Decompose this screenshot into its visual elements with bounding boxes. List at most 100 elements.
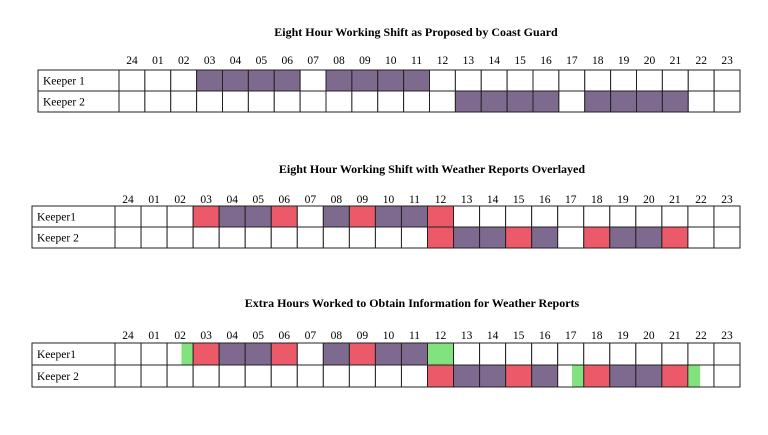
hour-label: 14 [487,330,499,342]
hour-label: 19 [617,330,629,342]
hour-label: 21 [670,55,682,67]
hour-label: 21 [669,194,681,206]
hour-cell-shift [218,205,246,228]
hour-cell-shift [453,364,481,388]
hour-cell-report [270,342,298,366]
hour-cell [429,90,456,113]
hour-cell-report [505,226,533,249]
hour-label: 12 [435,330,447,342]
hour-cell [403,90,430,113]
hour-cell [244,364,272,388]
hour-cell-report [348,205,376,228]
hour-label: 24 [122,194,134,206]
hour-cell-shift [453,226,481,249]
extra-hour-fill [428,343,454,365]
hour-cell-shift [325,69,353,92]
hour-cell [374,364,402,388]
hour-label: 09 [359,55,371,67]
hour-cell [687,342,715,366]
extra-hour-fill [572,365,584,387]
hour-label: 05 [252,194,264,206]
hour-cell [244,226,272,249]
extra-hour-fill [181,343,193,365]
hour-cell [429,69,456,92]
hour-cell-report [661,364,689,388]
hour-cell [192,226,220,249]
hour-cell [144,90,172,113]
hour-label: 14 [488,55,500,67]
hour-cell-shift [400,342,429,366]
extra-hour-fill [688,365,701,387]
hour-label: 18 [591,194,603,206]
hour-cell [557,205,585,228]
hour-cell-report [661,226,689,249]
hour-label: 09 [357,330,369,342]
chart-title: Eight Hour Working Shift with Weather Re… [279,162,585,176]
hour-label: 10 [383,330,395,342]
hour-cell [218,226,246,249]
hour-cell [400,226,429,249]
hour-cell [661,342,689,366]
hour-label: 05 [256,55,268,67]
hour-cell [687,226,715,249]
hour-cell-shift [584,90,612,113]
hour-cell-shift [635,226,663,249]
hour-cell-shift [610,90,637,113]
hour-label: 03 [204,55,216,67]
hour-cell-shift [244,342,272,366]
hour-cell [400,364,429,388]
hour-cell [140,364,168,388]
hour-label: 15 [514,55,526,67]
hour-label: 24 [122,330,134,342]
row-label: Keeper 1 [43,76,85,88]
hour-cell [661,205,689,228]
hour-cell-report [427,205,455,228]
hour-cell [558,90,586,113]
hour-cell-shift [480,90,508,113]
hour-cell [635,342,663,366]
hour-cell [479,205,507,228]
hour-label: 02 [178,55,190,67]
hour-cell [453,342,481,366]
hour-label: 13 [461,194,473,206]
hour-cell [609,342,637,366]
hour-cell-report [192,342,220,366]
hour-cell-shift [479,226,507,249]
hour-cell [322,364,350,388]
hour-cell [687,90,715,113]
hour-cell [636,69,663,92]
hour-label: 20 [643,194,655,206]
hour-cell [144,69,172,92]
hour-label: 21 [669,330,681,342]
hour-cell [713,364,741,388]
hour-cell [196,90,223,113]
hour-cell-report [192,205,220,228]
hour-cell [713,226,741,249]
hour-cell [118,90,146,113]
hour-cell-shift [244,205,272,228]
hour-cell [610,69,637,92]
hour-label: 17 [565,194,577,206]
hour-cell [296,342,324,366]
hour-label: 13 [461,330,473,342]
hour-cell-shift [374,205,402,228]
schedule-panel-3: Extra Hours Worked to Obtain Information… [31,296,741,388]
hour-label: 03 [200,194,212,206]
hour-cell-shift [635,364,663,388]
hour-label: 19 [618,55,630,67]
hour-cell-shift [531,364,559,388]
hour-cell-shift [222,69,249,92]
hour-label: 11 [409,194,420,206]
hour-cell [114,364,142,388]
hour-cell [374,226,402,249]
hour-cell-shift [374,342,402,366]
hour-cell [296,205,324,228]
hour-label: 18 [591,330,603,342]
hour-cell [299,69,327,92]
schedule-panel-2: Eight Hour Working Shift with Weather Re… [31,162,741,249]
hour-label: 10 [383,194,395,206]
hour-cell-shift [400,205,429,228]
chart-title: Eight Hour Working Shift as Proposed by … [274,25,558,39]
hour-label: 03 [200,330,212,342]
hour-label: 16 [539,194,551,206]
